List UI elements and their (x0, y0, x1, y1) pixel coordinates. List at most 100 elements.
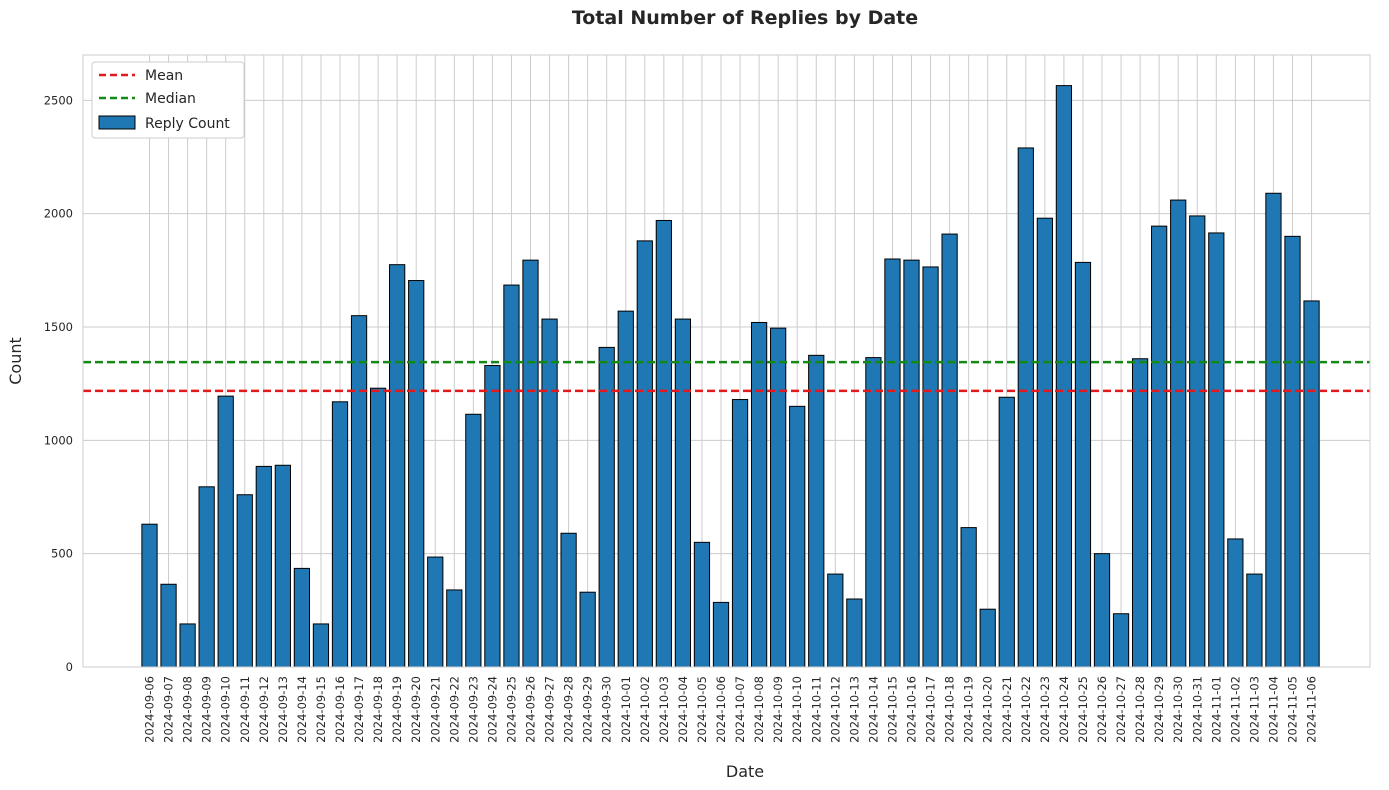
bar (560, 532, 577, 668)
bar (712, 601, 730, 668)
y-tick-label: 1500 (44, 320, 73, 334)
x-tick-label: 2024-10-15 (885, 676, 899, 743)
x-tick-label: 2024-09-06 (143, 676, 157, 743)
bar (1036, 217, 1053, 668)
x-tick-label: 2024-10-19 (962, 676, 976, 743)
bar-series (141, 85, 1320, 668)
x-tick-label: 2024-09-14 (295, 676, 309, 743)
y-tick-label: 1000 (44, 433, 73, 447)
bar (979, 608, 996, 668)
bar (998, 396, 1015, 668)
x-axis-label: Date (726, 762, 764, 781)
x-tick-label: 2024-10-13 (847, 676, 861, 743)
bar (846, 598, 863, 668)
x-tick-label: 2024-10-18 (943, 676, 957, 743)
bar (255, 465, 272, 668)
reference-lines (83, 360, 1370, 393)
x-tick-label: 2024-10-24 (1057, 676, 1071, 743)
legend-mean-label: Mean (145, 68, 183, 84)
bar (369, 387, 387, 668)
bar (636, 240, 653, 668)
bar (617, 310, 634, 668)
x-tick-label: 2024-09-23 (466, 676, 480, 743)
x-tick-label: 2024-11-05 (1286, 676, 1300, 743)
bar (1093, 553, 1111, 668)
bar (1170, 199, 1187, 668)
bar (293, 567, 311, 668)
bar (503, 284, 520, 668)
bar (484, 365, 501, 668)
x-tick-label: 2024-10-20 (981, 676, 995, 743)
x-tick-label: 2024-09-26 (524, 676, 538, 743)
bar (1189, 215, 1206, 668)
x-tick-label: 2024-09-30 (600, 676, 614, 743)
x-tick-label: 2024-10-09 (771, 676, 785, 743)
bar (655, 219, 672, 668)
x-tick-label: 2024-09-17 (352, 676, 366, 743)
x-tick-label: 2024-09-29 (581, 676, 595, 743)
legend: Mean Median Reply Count (91, 61, 245, 139)
x-tick-label: 2024-09-18 (371, 676, 385, 743)
x-tick-label: 2024-10-28 (1133, 676, 1147, 743)
x-tick-label: 2024-10-29 (1152, 676, 1166, 743)
x-tick-labels: 2024-09-06 2024-09-07 2024-09-08 2024-09-09… (143, 676, 1319, 743)
y-tick-label: 0 (66, 660, 73, 674)
bar (1284, 235, 1301, 668)
bar (1017, 147, 1034, 668)
bar (960, 527, 977, 668)
y-tick-labels: 0 500 1000 1500 2000 2500 (44, 93, 73, 674)
bar (217, 395, 234, 668)
legend-median-label: Median (145, 91, 196, 107)
bar (198, 486, 215, 668)
x-tick-label: 2024-09-08 (181, 676, 195, 743)
x-tick-label: 2024-09-20 (409, 676, 423, 743)
bar (141, 523, 158, 668)
bar (331, 401, 349, 668)
x-tick-label: 2024-11-02 (1228, 676, 1242, 743)
x-tick-label: 2024-09-09 (200, 676, 214, 743)
bar (865, 357, 882, 668)
x-tick-label: 2024-10-27 (1114, 676, 1128, 743)
bar (1055, 85, 1073, 668)
x-tick-label: 2024-10-31 (1190, 676, 1204, 743)
x-tick-label: 2024-10-07 (733, 676, 747, 743)
bar (1074, 261, 1092, 668)
x-tick-label: 2024-11-01 (1209, 676, 1223, 743)
bar (1227, 538, 1244, 668)
bar (427, 556, 444, 668)
x-tick-label: 2024-10-10 (790, 676, 804, 743)
bar (1131, 358, 1149, 668)
bar (160, 583, 177, 668)
y-tick-label: 2500 (44, 93, 73, 107)
x-tick-label: 2024-10-21 (1000, 676, 1014, 743)
bar (922, 266, 939, 668)
bar (903, 259, 920, 668)
x-tick-label: 2024-09-22 (447, 676, 461, 743)
bar (465, 413, 482, 668)
x-tick-label: 2024-09-12 (257, 676, 271, 743)
x-tick-label: 2024-10-14 (866, 676, 880, 743)
bar (731, 399, 749, 668)
bar (179, 623, 196, 668)
x-tick-label: 2024-11-04 (1266, 676, 1280, 743)
bar (750, 321, 768, 668)
bar (274, 464, 291, 668)
x-tick-label: 2024-10-03 (657, 676, 671, 743)
bar (674, 318, 692, 668)
bar (1151, 225, 1168, 668)
x-tick-label: 2024-09-28 (562, 676, 576, 743)
y-tick-label: 2000 (44, 207, 73, 221)
x-tick-label: 2024-10-02 (638, 676, 652, 743)
y-axis-label: Count (6, 337, 25, 385)
x-tick-label: 2024-10-30 (1171, 676, 1185, 743)
x-tick-label: 2024-10-08 (752, 676, 766, 743)
x-tick-label: 2024-10-25 (1076, 676, 1090, 743)
x-tick-label: 2024-09-27 (543, 676, 557, 743)
x-tick-label: 2024-10-05 (695, 676, 709, 743)
plot-frame (82, 54, 1371, 668)
x-tick-label: 2024-09-25 (504, 676, 518, 743)
bar (941, 233, 958, 668)
bar (1265, 192, 1282, 668)
bar (770, 327, 787, 668)
